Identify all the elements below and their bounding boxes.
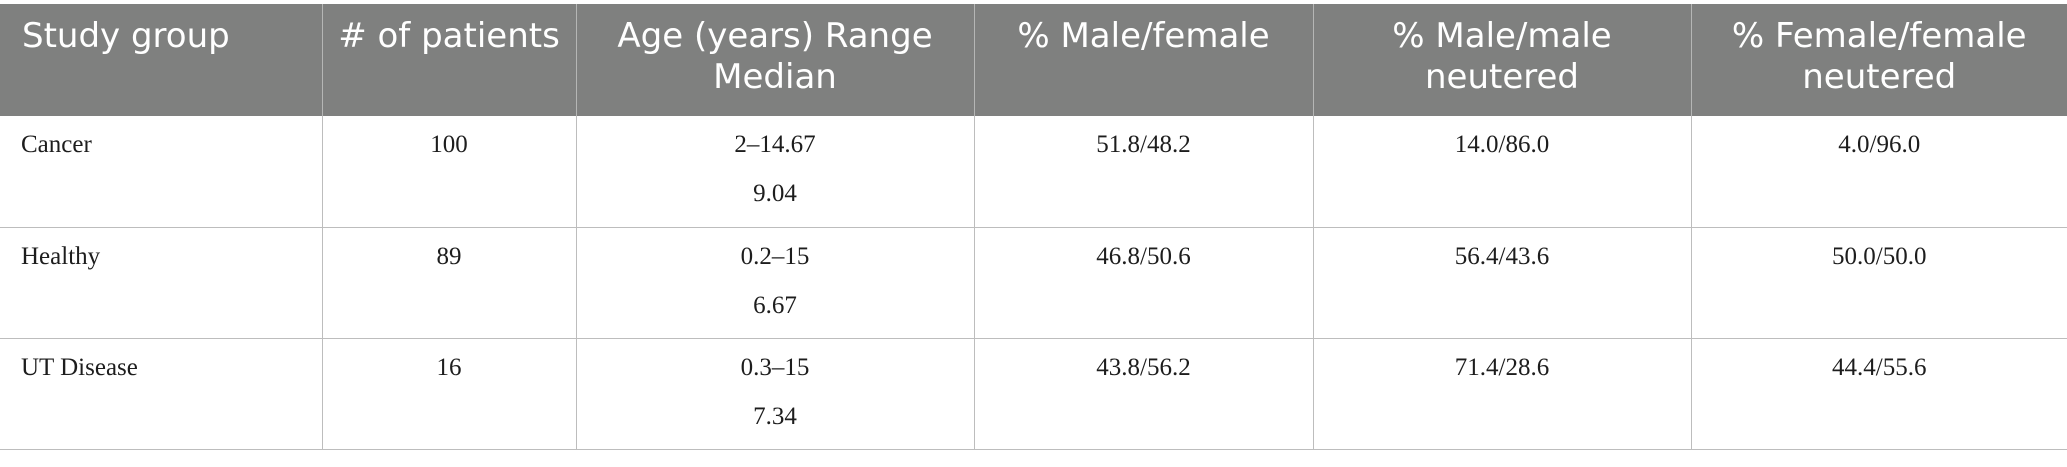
header-female-neutered: % Female/female neutered: [1690, 4, 2067, 116]
cell-age: 0.2–15 6.67: [575, 227, 974, 339]
header-row: Study group # of patients Age (years) Ra…: [0, 4, 2067, 116]
cell-patient-count: 16: [321, 338, 576, 450]
cell-patient-count: 89: [321, 227, 576, 339]
cell-male-female: 51.8/48.2: [973, 116, 1313, 228]
cell-study-group: Healthy: [0, 227, 322, 339]
header-study-group: Study group: [0, 4, 322, 116]
age-range: 0.3–15: [740, 353, 810, 381]
cell-female-neutered: 4.0/96.0: [1690, 116, 2067, 228]
header-male-neutered: % Male/male neutered: [1312, 4, 1691, 116]
header-male-female: % Male/female: [973, 4, 1313, 116]
table-row: Healthy 89 0.2–15 6.67 46.8/50.6 56.4/43…: [0, 227, 2067, 339]
age-median: 6.67: [753, 291, 797, 319]
cell-male-neutered: 71.4/28.6: [1312, 338, 1691, 450]
cell-male-neutered: 14.0/86.0: [1312, 116, 1691, 228]
cell-male-female: 46.8/50.6: [973, 227, 1313, 339]
table-body: Cancer 100 2–14.67 9.04 51.8/48.2 14.0/8…: [0, 116, 2067, 450]
age-median: 7.34: [753, 402, 797, 430]
cell-male-female: 43.8/56.2: [973, 338, 1313, 450]
age-range: 0.2–15: [740, 242, 810, 270]
study-groups-table: Study group # of patients Age (years) Ra…: [0, 4, 2067, 450]
age-median: 9.04: [753, 180, 797, 207]
cell-study-group: Cancer: [0, 116, 322, 228]
table-row: UT Disease 16 0.3–15 7.34 43.8/56.2 71.4…: [0, 338, 2067, 450]
cell-female-neutered: 50.0/50.0: [1690, 227, 2067, 339]
header-patient-count: # of patients: [321, 4, 576, 116]
study-groups-table-wrapper: Study group # of patients Age (years) Ra…: [0, 4, 2067, 450]
table-header: Study group # of patients Age (years) Ra…: [0, 4, 2067, 116]
cell-male-neutered: 56.4/43.6: [1312, 227, 1691, 339]
cell-age: 0.3–15 7.34: [575, 338, 974, 450]
cell-patient-count: 100: [321, 116, 576, 228]
cell-study-group: UT Disease: [0, 338, 322, 450]
cell-age: 2–14.67 9.04: [575, 116, 974, 228]
table-row: Cancer 100 2–14.67 9.04 51.8/48.2 14.0/8…: [0, 116, 2067, 228]
header-age: Age (years) Range Median: [575, 4, 974, 116]
age-range: 2–14.67: [734, 131, 816, 158]
cell-female-neutered: 44.4/55.6: [1690, 338, 2067, 450]
